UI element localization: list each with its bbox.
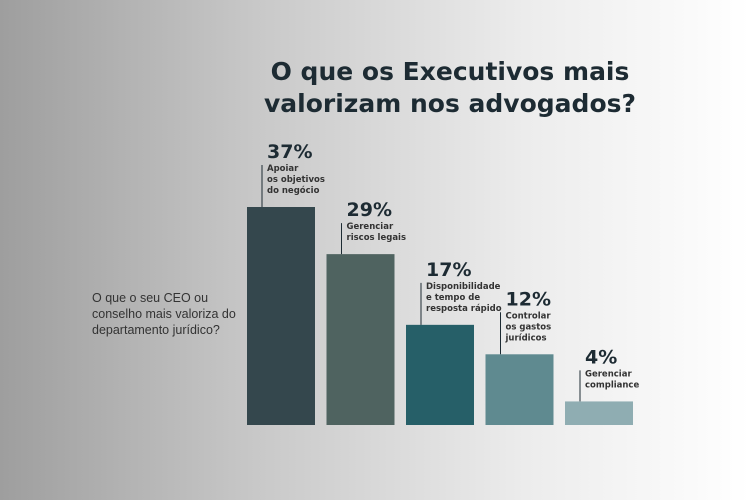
category-label-3: Disponibilidade e tempo de resposta rápido (426, 282, 502, 314)
value-label-4: 12% (506, 288, 551, 310)
category-label-4: Controlar os gastos jurídicos (505, 311, 552, 343)
category-label-1: Apoiar os objetivos do negócio (267, 164, 325, 196)
bar-5 (565, 401, 633, 425)
value-label-5: 4% (585, 346, 617, 368)
value-label-2: 29% (347, 199, 392, 221)
bar-2 (326, 254, 395, 425)
value-label-1: 37% (267, 141, 312, 163)
category-label-5: Gerenciar compliance (585, 369, 639, 390)
chart-title: O que os Executivos mais valorizam nos a… (264, 57, 636, 118)
bar-1 (247, 207, 315, 425)
chart-subtitle-question: O que o seu CEO ou conselho mais valoriz… (92, 291, 236, 337)
category-label-2: Gerenciar riscos legais (347, 222, 407, 243)
value-label-3: 17% (426, 259, 471, 281)
bar-4 (485, 354, 554, 425)
bar-3 (406, 324, 474, 425)
